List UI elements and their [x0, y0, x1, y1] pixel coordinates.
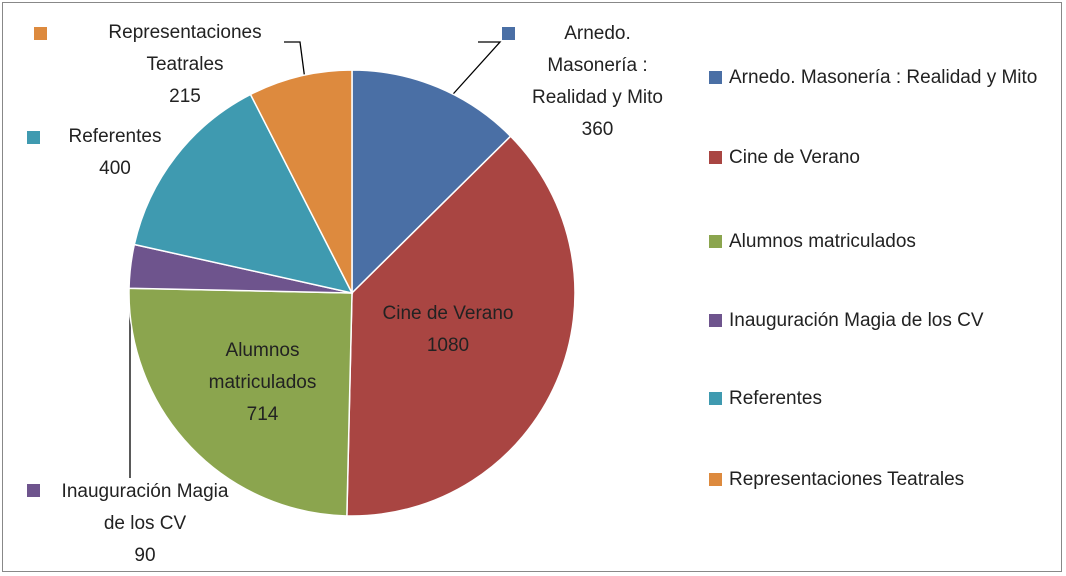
legend-entry: Arnedo. Masonería : Realidad y Mito [729, 62, 1049, 93]
data-label: Arnedo. Masonería : Realidad y Mito 360 [530, 18, 665, 146]
legend-label: Cine de Verano [729, 147, 860, 168]
data-label-value: 1080 [426, 335, 470, 356]
pie-slice [351, 69, 512, 295]
data-label-value: 400 [99, 158, 131, 179]
leader-line [284, 41, 306, 81]
legend-swatch [709, 235, 722, 248]
pie-slice [249, 69, 353, 294]
data-label-name: Arnedo. Masonería : Realidad y Mito [532, 23, 663, 108]
legend-label: Alumnos matriculados [729, 231, 916, 252]
label-marker [34, 27, 47, 40]
legend-label: Representaciones Teatrales [729, 469, 965, 490]
data-label: Inauguración Magia de los CV 90 [55, 476, 235, 572]
data-label: Representaciones Teatrales 215 [75, 17, 295, 113]
pie-slice [128, 287, 353, 517]
legend-entry: Referentes [729, 383, 1049, 414]
data-label-value: 360 [581, 119, 614, 140]
data-label-name: Referentes [68, 126, 162, 147]
legend-swatch [709, 314, 722, 327]
data-label-name: Inauguración Magia de los CV [61, 481, 229, 534]
data-label: Referentes 400 [50, 121, 180, 185]
data-label-value: 215 [169, 86, 201, 107]
legend-swatch [709, 151, 722, 164]
data-label-name: Representaciones Teatrales [108, 22, 262, 75]
pie-slice [346, 135, 576, 517]
data-label: Cine de Verano 1080 [378, 298, 518, 362]
legend-label: Arnedo. Masonería : Realidad y Mito [729, 67, 1038, 88]
data-label-value: 714 [246, 404, 279, 425]
legend-entry: Representaciones Teatrales [729, 464, 1049, 495]
legend-entry: Inauguración Magia de los CV [729, 305, 1049, 336]
label-marker [27, 131, 40, 144]
legend-label: Referentes [729, 388, 822, 409]
leader-line [435, 41, 502, 114]
legend-swatch [709, 392, 722, 405]
label-marker [502, 27, 515, 40]
data-label-name: Alumnos matriculados [208, 340, 317, 393]
data-label-name: Cine de Verano [382, 303, 514, 324]
legend-entry: Alumnos matriculados [729, 226, 1049, 257]
legend-swatch [709, 71, 722, 84]
legend-entry: Cine de Verano [729, 142, 1049, 173]
legend-label: Inauguración Magia de los CV [729, 310, 984, 331]
label-marker [27, 484, 40, 497]
pie-slice [133, 93, 354, 295]
data-label: Alumnos matriculados 714 [185, 335, 340, 431]
legend-swatch [709, 473, 722, 486]
data-label-value: 90 [134, 545, 156, 566]
